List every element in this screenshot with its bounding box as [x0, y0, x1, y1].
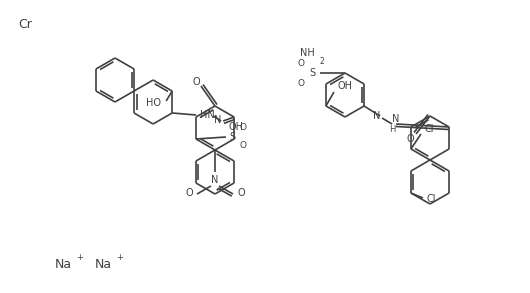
Text: O: O	[237, 188, 245, 198]
Text: N: N	[211, 175, 219, 185]
Text: OH: OH	[338, 81, 353, 91]
Text: O: O	[406, 134, 414, 144]
Text: N: N	[214, 115, 221, 125]
Text: HO: HO	[146, 98, 161, 108]
Text: N: N	[373, 111, 380, 121]
Text: Cr: Cr	[18, 18, 32, 31]
Text: HN: HN	[200, 110, 215, 120]
Text: S: S	[229, 132, 235, 142]
Text: O: O	[240, 122, 247, 132]
Text: Cl: Cl	[427, 194, 436, 204]
Text: O: O	[186, 188, 193, 198]
Text: Cl: Cl	[425, 124, 435, 134]
Text: S: S	[309, 68, 315, 78]
Text: 2: 2	[319, 57, 324, 66]
Text: O: O	[192, 77, 200, 87]
Text: O: O	[240, 141, 247, 149]
Text: O: O	[297, 79, 304, 88]
Text: N: N	[392, 114, 400, 124]
Text: Na: Na	[55, 258, 72, 272]
Text: +: +	[76, 253, 83, 263]
Text: NH: NH	[299, 48, 314, 58]
Text: +: +	[116, 253, 123, 263]
Text: H: H	[389, 125, 395, 134]
Text: O: O	[297, 59, 304, 67]
Text: OH: OH	[229, 122, 244, 132]
Text: Na: Na	[95, 258, 112, 272]
